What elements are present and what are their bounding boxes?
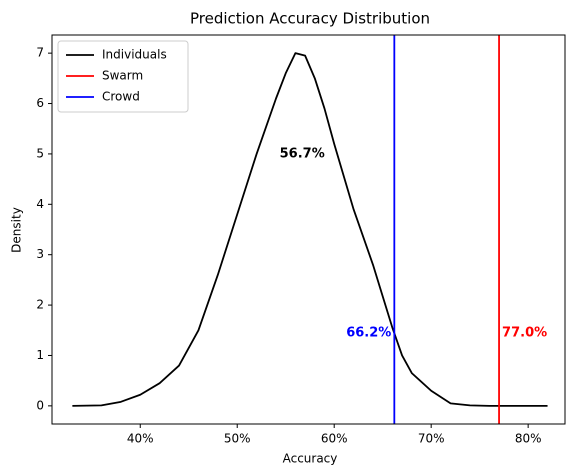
y-tick-label: 0 — [36, 398, 44, 412]
density-line — [72, 52, 548, 407]
legend-label: Swarm — [102, 69, 143, 83]
x-tick-label: 80% — [515, 432, 542, 446]
vertical-line-label: 77.0% — [502, 325, 547, 340]
mean-label: 56.7% — [280, 146, 325, 161]
x-tick-label: 40% — [127, 432, 154, 446]
y-tick-label: 7 — [36, 46, 44, 60]
y-tick-label: 2 — [36, 298, 44, 312]
y-tick-label: 4 — [36, 197, 44, 211]
x-axis-label: Accuracy — [283, 452, 338, 466]
x-tick-label: 70% — [418, 432, 445, 446]
legend-label: Crowd — [102, 90, 140, 104]
y-tick-label: 5 — [36, 146, 44, 160]
chart-title: Prediction Accuracy Distribution — [190, 10, 430, 28]
y-tick-label: 6 — [36, 96, 44, 110]
vertical-line-label: 66.2% — [346, 325, 391, 340]
legend-box — [57, 40, 189, 113]
y-tick-label: 3 — [36, 247, 44, 261]
x-tick-label: 50% — [224, 432, 251, 446]
x-tick-label: 60% — [321, 432, 348, 446]
y-axis-label: Density — [10, 207, 24, 253]
plot-frame — [51, 34, 566, 425]
y-tick-label: 1 — [36, 348, 44, 362]
legend-label: Individuals — [102, 48, 167, 62]
